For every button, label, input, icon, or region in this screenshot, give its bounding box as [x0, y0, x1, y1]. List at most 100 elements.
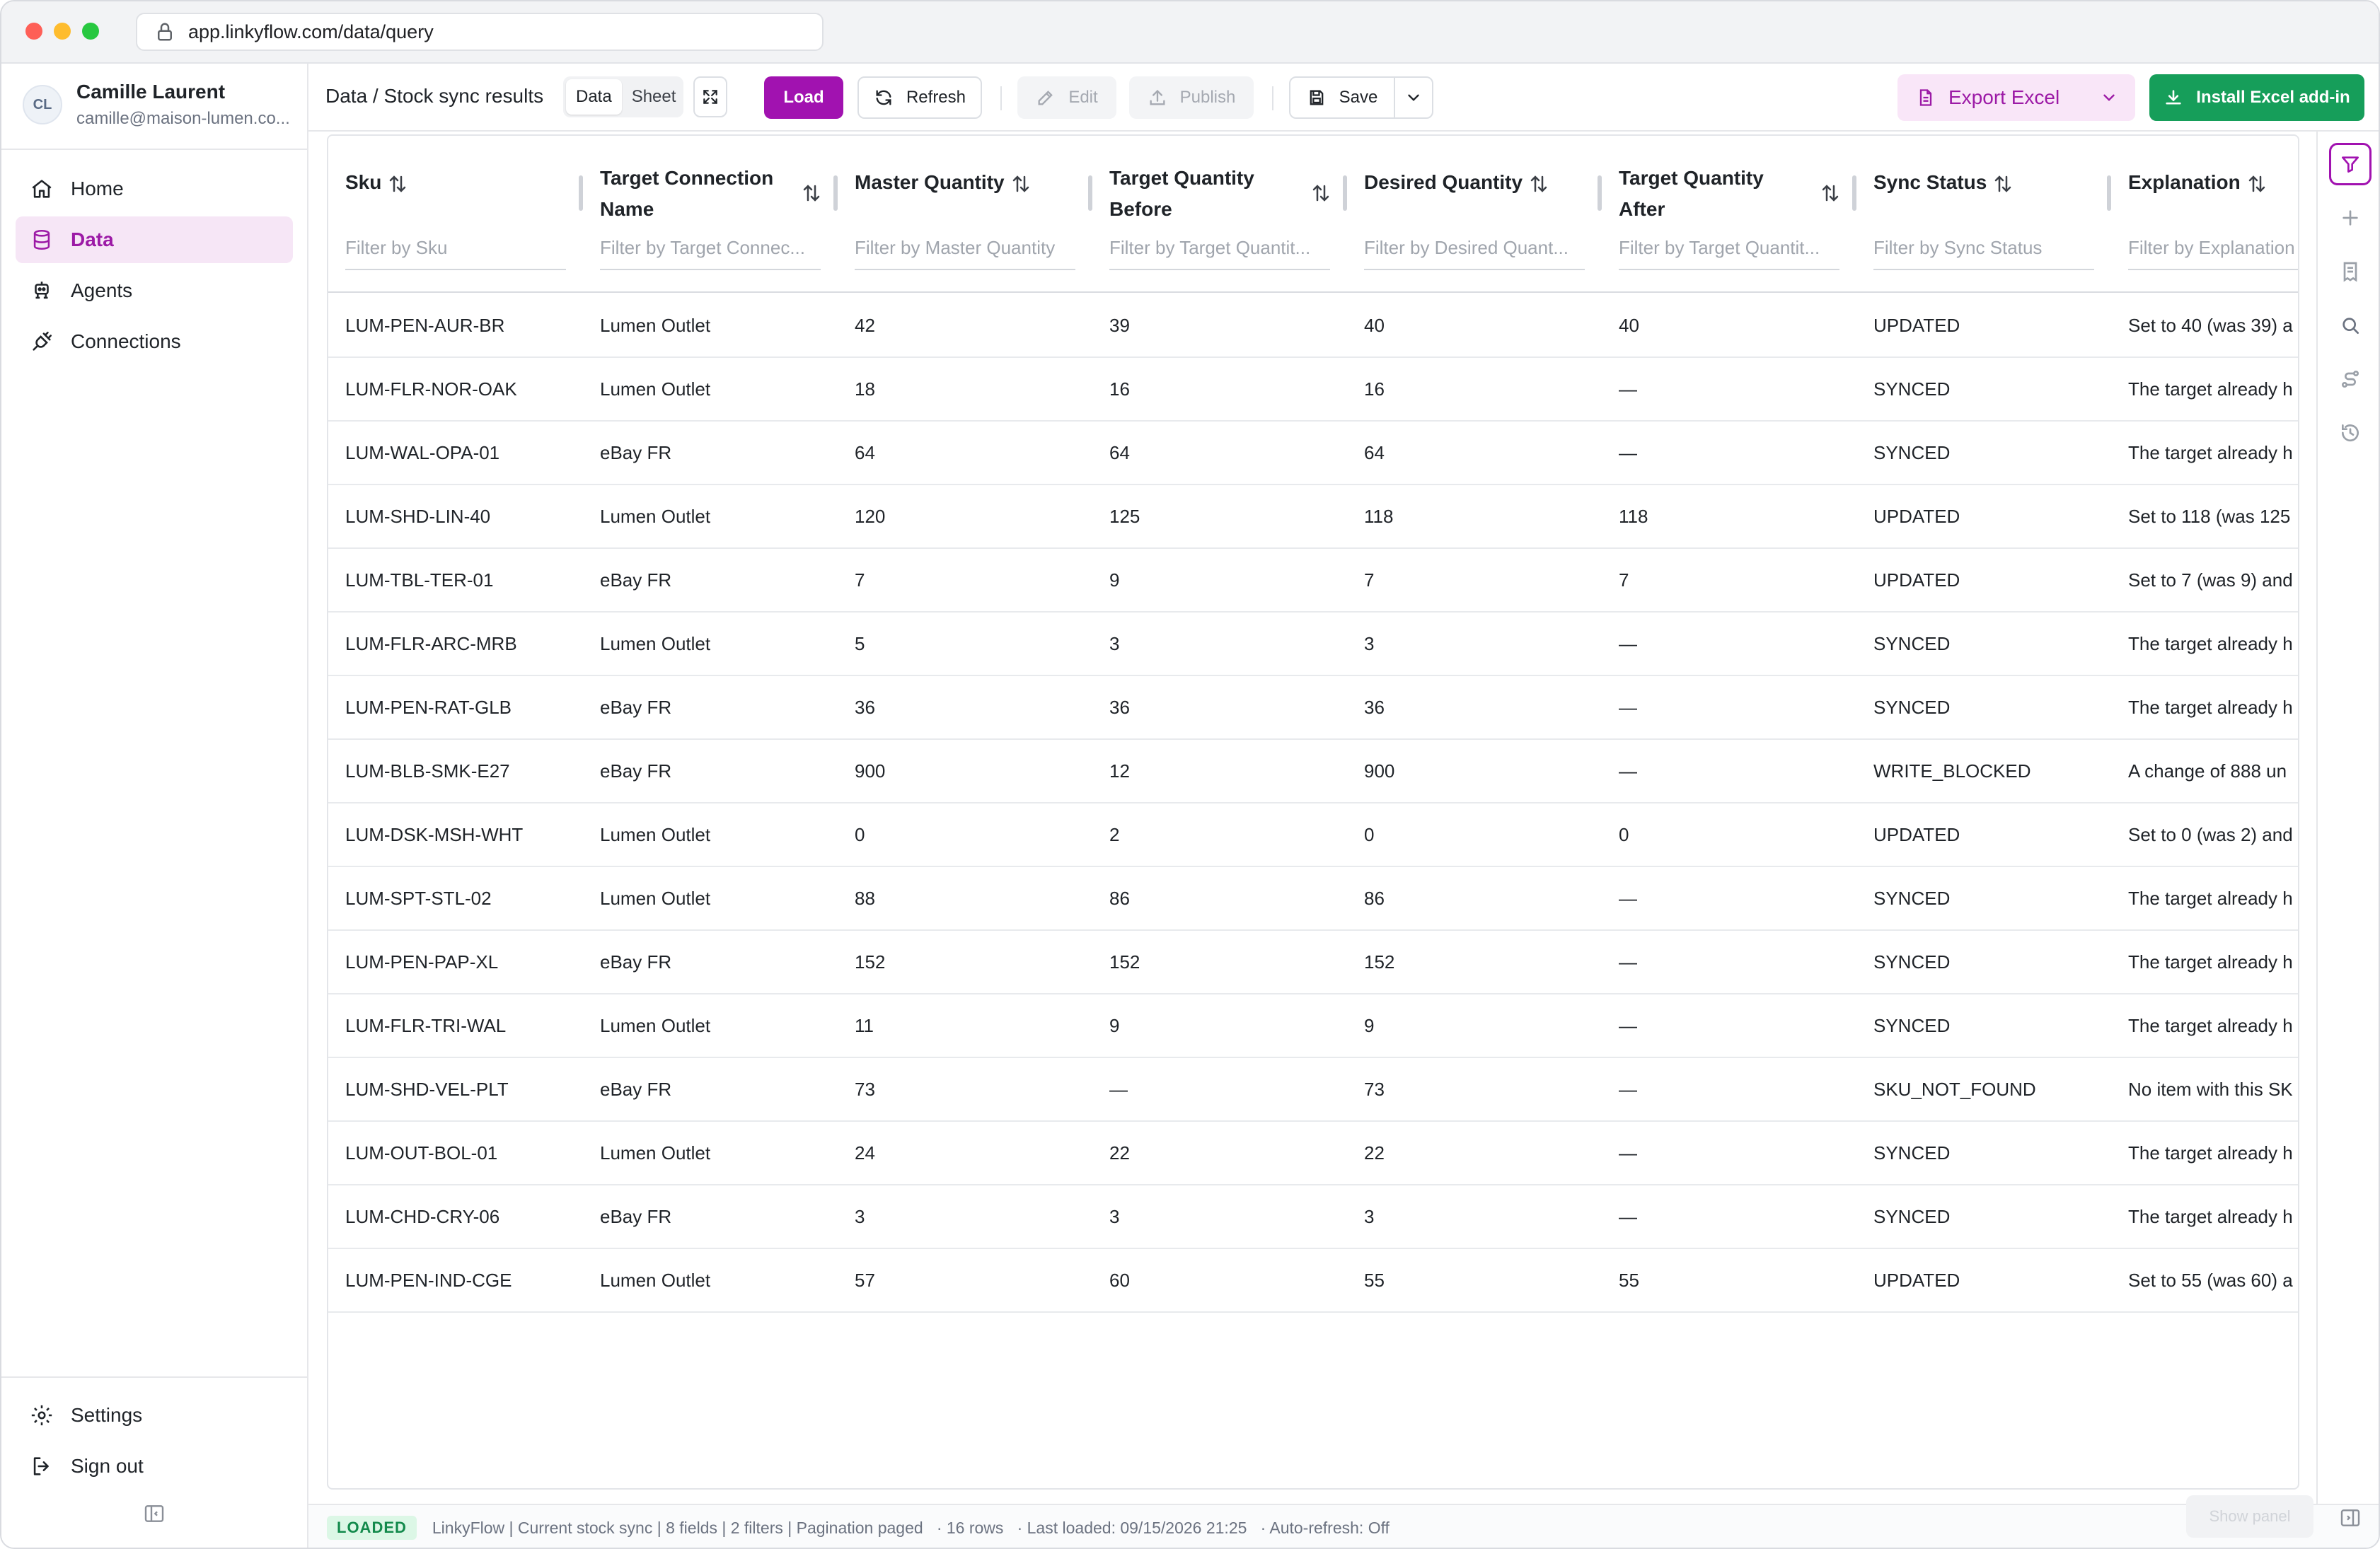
cell-target-connection-name[interactable]: Lumen Outlet	[600, 888, 711, 909]
table-row[interactable]: LUM-OUT-BOL-01 Lumen Outlet 24 22 22 — SYNCED T…	[328, 1122, 2298, 1185]
cell-sku[interactable]: LUM-SHD-LIN-40	[345, 506, 491, 527]
cell-target-connection-name[interactable]: Lumen Outlet	[600, 824, 711, 845]
cell-desired-quantity[interactable]: 55	[1364, 1270, 1385, 1291]
column-header-explanation[interactable]: Explanation Filter by Explanation	[2111, 136, 2298, 293]
cell-sku[interactable]: LUM-SHD-VEL-PLT	[345, 1079, 509, 1100]
cell-target-connection-name[interactable]: Lumen Outlet	[600, 506, 711, 527]
cell-sync-status[interactable]: SYNCED	[1873, 633, 1951, 654]
cell-explanation[interactable]: The target already h	[2128, 378, 2293, 400]
sort-icon[interactable]	[387, 173, 408, 195]
cell-target-quantity-after[interactable]: —	[1619, 951, 1637, 973]
cell-target-quantity-before[interactable]: 3	[1109, 1206, 1120, 1227]
cell-sku[interactable]: LUM-WAL-OPA-01	[345, 442, 500, 463]
column-filter-input[interactable]: Filter by Target Quantit...	[1109, 226, 1330, 270]
column-resize-handle[interactable]	[833, 175, 838, 211]
install-excel-addin-button[interactable]: Install Excel add-in	[2149, 74, 2364, 121]
cell-desired-quantity[interactable]: 118	[1364, 506, 1394, 527]
cell-target-quantity-after[interactable]: 7	[1619, 569, 1629, 591]
column-header-target-quantity-before[interactable]: Target Quantity Before Filter by Target …	[1092, 136, 1347, 293]
chevron-down-icon[interactable]	[2100, 88, 2118, 107]
cell-explanation[interactable]: Set to 40 (was 39) a	[2128, 315, 2293, 336]
cell-target-quantity-after[interactable]: 118	[1619, 506, 1648, 527]
cell-target-connection-name[interactable]: Lumen Outlet	[600, 1015, 711, 1036]
cell-target-quantity-after[interactable]: —	[1619, 1015, 1637, 1036]
cell-target-quantity-before[interactable]: 3	[1109, 633, 1120, 654]
cell-master-quantity[interactable]: 64	[855, 442, 875, 463]
sort-icon[interactable]	[1992, 173, 2014, 195]
cell-target-quantity-before[interactable]: —	[1109, 1079, 1128, 1100]
collapse-sidebar-icon[interactable]	[143, 1502, 166, 1525]
column-resize-handle[interactable]	[1088, 175, 1092, 211]
cell-explanation[interactable]: The target already h	[2128, 1142, 2293, 1164]
cell-target-quantity-before[interactable]: 16	[1109, 378, 1130, 400]
cell-sync-status[interactable]: UPDATED	[1873, 506, 1960, 527]
column-header-target-connection-name[interactable]: Target Connection Name Filter by Target …	[583, 136, 838, 293]
column-resize-handle[interactable]	[1852, 175, 1856, 211]
cell-sku[interactable]: LUM-PEN-PAP-XL	[345, 951, 499, 973]
cell-target-connection-name[interactable]: Lumen Outlet	[600, 1142, 711, 1164]
show-panel-button[interactable]: Show panel	[2186, 1495, 2313, 1538]
table-row[interactable]: LUM-FLR-ARC-MRB Lumen Outlet 5 3 3 — SYNCED The…	[328, 613, 2298, 676]
cell-sku[interactable]: LUM-FLR-ARC-MRB	[345, 633, 517, 654]
sidebar-item-settings[interactable]: Settings	[16, 1392, 293, 1439]
column-header-sku[interactable]: Sku Filter by Sku	[328, 136, 583, 293]
cell-target-quantity-after[interactable]: —	[1619, 378, 1637, 400]
save-options-button[interactable]	[1394, 76, 1433, 119]
cell-target-connection-name[interactable]: eBay FR	[600, 569, 672, 591]
cell-target-connection-name[interactable]: Lumen Outlet	[600, 315, 711, 336]
cell-target-quantity-before[interactable]: 60	[1109, 1270, 1130, 1291]
cell-master-quantity[interactable]: 57	[855, 1270, 875, 1291]
table-row[interactable]: LUM-WAL-OPA-01 eBay FR 64 64 64 — SYNCED The ta…	[328, 422, 2298, 485]
cell-target-quantity-before[interactable]: 22	[1109, 1142, 1130, 1164]
cell-target-connection-name[interactable]: eBay FR	[600, 1079, 672, 1100]
cell-target-connection-name[interactable]: eBay FR	[600, 760, 672, 782]
cell-explanation[interactable]: Set to 7 (was 9) and	[2128, 569, 2293, 591]
cell-target-quantity-after[interactable]: —	[1619, 1206, 1637, 1227]
cell-target-connection-name[interactable]: Lumen Outlet	[600, 378, 711, 400]
cell-target-quantity-after[interactable]: —	[1619, 888, 1637, 909]
cell-master-quantity[interactable]: 42	[855, 315, 875, 336]
cell-sku[interactable]: LUM-OUT-BOL-01	[345, 1142, 498, 1164]
cell-explanation[interactable]: A change of 888 un	[2128, 760, 2287, 782]
view-sheet-tab[interactable]: Sheet	[631, 87, 676, 106]
cell-explanation[interactable]: No item with this SK	[2128, 1079, 2293, 1100]
cell-master-quantity[interactable]: 36	[855, 697, 875, 718]
column-header-desired-quantity[interactable]: Desired Quantity Filter by Desired Quant…	[1347, 136, 1602, 293]
column-filter-input[interactable]: Filter by Master Quantity	[855, 226, 1075, 270]
column-resize-handle[interactable]	[1598, 175, 1602, 211]
publish-button[interactable]: Publish	[1129, 76, 1254, 119]
save-button[interactable]: Save	[1289, 76, 1395, 119]
panel-toggle-icon[interactable]	[2339, 1507, 2362, 1529]
cell-sku[interactable]: LUM-DSK-MSH-WHT	[345, 824, 524, 845]
sidebar-item-sign-out[interactable]: Sign out	[16, 1443, 293, 1490]
column-header-target-quantity-after[interactable]: Target Quantity After Filter by Target Q…	[1602, 136, 1856, 293]
fullscreen-button[interactable]	[693, 76, 727, 117]
column-filter-input[interactable]: Filter by Explanation	[2128, 226, 2298, 270]
cell-desired-quantity[interactable]: 73	[1364, 1079, 1385, 1100]
cell-explanation[interactable]: The target already h	[2128, 888, 2293, 909]
cell-sku[interactable]: LUM-PEN-RAT-GLB	[345, 697, 512, 718]
sort-icon[interactable]	[1010, 173, 1032, 195]
sort-icon[interactable]	[1528, 173, 1549, 195]
cell-target-quantity-after[interactable]: 55	[1619, 1270, 1639, 1291]
column-resize-handle[interactable]	[1343, 175, 1347, 211]
cell-target-quantity-after[interactable]: —	[1619, 1142, 1637, 1164]
refresh-button[interactable]: Refresh	[857, 76, 982, 119]
cell-sku[interactable]: LUM-BLB-SMK-E27	[345, 760, 510, 782]
cell-sku[interactable]: LUM-PEN-AUR-BR	[345, 315, 505, 336]
cell-sync-status[interactable]: SYNCED	[1873, 888, 1951, 909]
cell-desired-quantity[interactable]: 9	[1364, 1015, 1375, 1036]
cell-sync-status[interactable]: UPDATED	[1873, 1270, 1960, 1291]
cell-desired-quantity[interactable]: 22	[1364, 1142, 1385, 1164]
cell-master-quantity[interactable]: 73	[855, 1079, 875, 1100]
table-row[interactable]: LUM-SPT-STL-02 Lumen Outlet 88 86 86 — SYNCED T…	[328, 867, 2298, 931]
cell-desired-quantity[interactable]: 86	[1364, 888, 1385, 909]
view-data-tab[interactable]: Data	[566, 79, 622, 115]
maximize-window-button[interactable]	[82, 23, 99, 40]
cell-desired-quantity[interactable]: 40	[1364, 315, 1385, 336]
close-window-button[interactable]	[25, 23, 42, 40]
table-row[interactable]: LUM-PEN-PAP-XL eBay FR 152 152 152 — SYNCED The…	[328, 931, 2298, 994]
cell-master-quantity[interactable]: 88	[855, 888, 875, 909]
cell-target-quantity-before[interactable]: 9	[1109, 569, 1120, 591]
notes-button[interactable]	[2329, 250, 2372, 293]
